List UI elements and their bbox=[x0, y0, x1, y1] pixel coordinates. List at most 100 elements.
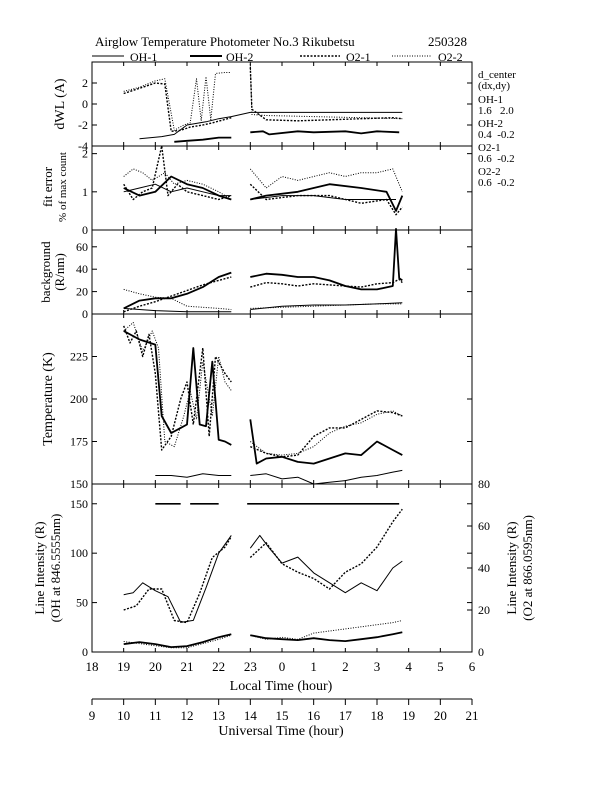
y-tick-label-right-li: 40 bbox=[478, 561, 490, 575]
y-tick-label-temp: 150 bbox=[70, 477, 88, 491]
legend: OH-1 OH-2 O2-1 O2-2 bbox=[92, 50, 463, 64]
ylabel-fit-2: % of max count bbox=[57, 152, 69, 222]
ut-tick-label: 12 bbox=[181, 708, 194, 723]
y-tick-label-bg: 40 bbox=[76, 262, 88, 276]
panel-background: 60 40 20 0 bbox=[76, 228, 473, 321]
series-dwl-o22 bbox=[123, 64, 403, 131]
y-tick-label-li: 100 bbox=[70, 546, 88, 560]
y-tick-label-dwl: 2 bbox=[82, 76, 88, 90]
series-temp-oh1 bbox=[155, 469, 403, 485]
panel-temperature: 225 200 175 150 bbox=[70, 313, 473, 491]
dcenter-o22-name: O2-2 bbox=[478, 166, 501, 178]
local-time-tick-label: 23 bbox=[244, 659, 257, 674]
y-tick-label-li: 50 bbox=[76, 596, 88, 610]
y-tick-label-bg: 0 bbox=[82, 307, 88, 321]
y-tick-label-li: 0 bbox=[82, 645, 88, 659]
panel-frame-fit bbox=[91, 145, 473, 231]
series-dwl-oh1 bbox=[139, 111, 403, 140]
dcenter-subtitle: (dx,dy) bbox=[478, 80, 510, 92]
dcenter-o21-name: O2-1 bbox=[478, 142, 501, 154]
ylabel-temp: Temperature (K) bbox=[41, 352, 56, 446]
legend-label-o21: O2-1 bbox=[346, 50, 371, 64]
series-temp-o22 bbox=[123, 322, 403, 456]
local-time-tick-label: 22 bbox=[212, 659, 225, 674]
legend-item-o22: O2-2 bbox=[392, 50, 463, 64]
local-time-tick-label: 4 bbox=[405, 659, 412, 674]
ylabel-li-right-1: Line Intensity (R) bbox=[504, 521, 519, 614]
ylabel-bg-2: (R/nm) bbox=[52, 253, 67, 291]
legend-item-oh1: OH-1 bbox=[92, 50, 157, 64]
y-tick-label-right-li: 60 bbox=[478, 519, 490, 533]
panel-frame-temp bbox=[91, 313, 473, 485]
series-li-oh2 bbox=[123, 631, 403, 648]
legend-label-oh2: OH-2 bbox=[226, 50, 253, 64]
dcenter-oh1-name: OH-1 bbox=[478, 94, 503, 106]
y-tick-label-right-li: 0 bbox=[478, 645, 484, 659]
local-time-tick-label: 18 bbox=[86, 659, 99, 674]
local-time-tick-label: 5 bbox=[437, 659, 444, 674]
xlabel-universal-time: Universal Time (hour) bbox=[218, 724, 344, 739]
chart-title: Airglow Temperature Photometer No.3 Riku… bbox=[95, 34, 355, 49]
ut-tick-label: 16 bbox=[307, 708, 321, 723]
y-tick-label-right-li: 80 bbox=[478, 477, 490, 491]
legend-label-oh1: OH-1 bbox=[130, 50, 157, 64]
dcenter-oh2-value: 0.4 -0.2 bbox=[478, 129, 515, 141]
legend-label-o22: O2-2 bbox=[438, 50, 463, 64]
dcenter-title: d_center bbox=[478, 69, 516, 81]
series-li-o22 bbox=[123, 620, 403, 649]
y-tick-label-temp: 225 bbox=[70, 350, 88, 364]
chart-date: 250328 bbox=[428, 34, 467, 49]
y-tick-label-right-li: 20 bbox=[478, 603, 490, 617]
ylabel-bg-1: background bbox=[38, 241, 53, 303]
ut-tick-label: 10 bbox=[117, 708, 130, 723]
panel-frame-li bbox=[91, 483, 473, 653]
local-time-tick-label: 0 bbox=[279, 659, 286, 674]
series-dwl-oh2 bbox=[174, 130, 400, 143]
panel-fit-error: 2 1 0 bbox=[82, 145, 473, 237]
ylabel-dwl: dWL (A) bbox=[53, 78, 68, 130]
series-li-oh1 bbox=[123, 534, 403, 623]
series-dwl-o21 bbox=[123, 67, 403, 132]
ylabel-fit-1: fit error bbox=[40, 166, 55, 207]
ut-tick-label: 14 bbox=[244, 708, 258, 723]
series-fit-o22 bbox=[123, 168, 403, 200]
dcenter-o22-value: 0.6 -0.2 bbox=[478, 177, 515, 189]
y-tick-label-temp: 175 bbox=[70, 435, 88, 449]
ut-tick-label: 21 bbox=[466, 708, 479, 723]
y-tick-label-bg: 20 bbox=[76, 285, 88, 299]
ut-tick-label: 18 bbox=[371, 708, 384, 723]
panel-dwl: 2 0 -2 -4 bbox=[78, 61, 473, 153]
series-bg-oh2 bbox=[123, 228, 403, 310]
y-tick-label-fit: 2 bbox=[82, 147, 88, 161]
y-tick-label-fit: 0 bbox=[82, 223, 88, 237]
x-axis-local-time: 18 19 20 21 22 23 0 1 2 3 4 5 6 bbox=[86, 659, 476, 674]
series-fit-o21 bbox=[123, 145, 403, 216]
dcenter-oh2-name: OH-2 bbox=[478, 118, 503, 130]
local-time-tick-label: 3 bbox=[374, 659, 381, 674]
panel-line-intensity: 150 100 50 0 80 60 40 20 0 bbox=[70, 477, 490, 659]
y-tick-label-dwl: 0 bbox=[82, 97, 88, 111]
local-time-tick-label: 6 bbox=[469, 659, 476, 674]
series-bg-o21 bbox=[123, 276, 403, 313]
ut-tick-label: 19 bbox=[402, 708, 415, 723]
y-tick-label-dwl: -2 bbox=[78, 118, 88, 132]
dcenter-oh1-value: 1.6 2.0 bbox=[478, 105, 514, 117]
ut-tick-label: 13 bbox=[212, 708, 225, 723]
dcenter-annotation: d_center (dx,dy) OH-1 1.6 2.0 OH-2 0.4 -… bbox=[478, 69, 516, 189]
y-tick-label-fit: 1 bbox=[82, 185, 88, 199]
ylabel-li-1: Line Intensity (R) bbox=[32, 521, 47, 614]
y-tick-label-temp: 200 bbox=[70, 392, 88, 406]
ylabel-li-2: (OH at 846.5555nm) bbox=[48, 514, 63, 623]
dcenter-o21-value: 0.6 -0.2 bbox=[478, 153, 515, 165]
x-axis-universal-time: 9 10 11 12 13 14 15 16 17 18 19 20 21 bbox=[89, 698, 479, 723]
ut-tick-label: 17 bbox=[339, 708, 353, 723]
ylabel-li-right-2: (O2 at 866.0595nm) bbox=[520, 515, 535, 621]
ut-tick-label: 20 bbox=[434, 708, 447, 723]
local-time-tick-label: 21 bbox=[181, 659, 194, 674]
ut-tick-label: 15 bbox=[276, 708, 289, 723]
ut-tick-label: 11 bbox=[149, 708, 162, 723]
local-time-tick-label: 20 bbox=[149, 659, 162, 674]
series-temp-oh2 bbox=[123, 330, 403, 465]
series-temp-o21 bbox=[123, 325, 403, 458]
